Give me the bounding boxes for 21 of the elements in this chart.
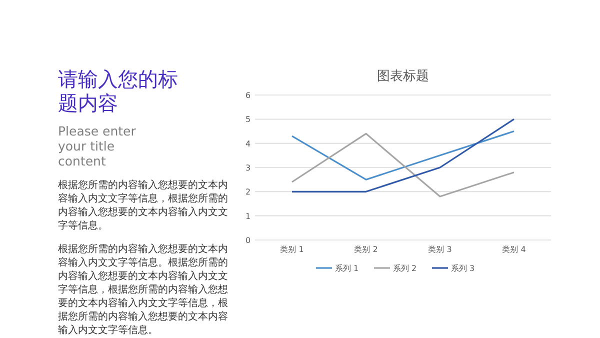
legend-label: 系列 1	[335, 264, 359, 273]
y-tick-label: 1	[245, 212, 251, 221]
line-series	[291, 130, 515, 180]
x-tick-label: 类别 3	[428, 245, 452, 254]
y-tick-label: 0	[245, 236, 251, 245]
x-tick-label: 类别 1	[280, 245, 304, 254]
text: 根据您所需的内容输入您想要的文本内容输入内文文字等信息。根据您所需的内容输入您想要的文本内容输入内文文字等信息，根据您所需的内容输入您想要的文本内容输入内文文字等信息，根据您所需的内容输入您想要的文本内容输入内文文字等信息。	[58, 243, 228, 336]
legend-label: 系列 2	[393, 264, 417, 273]
y-tick-label: 4	[245, 139, 251, 148]
x-tick-label: 类别 2	[354, 245, 378, 254]
text: 请输入您的标题内容	[58, 67, 178, 115]
y-tick-label: 3	[245, 164, 251, 172]
chart-title: 图表标题	[377, 69, 429, 84]
y-tick-label: 5	[245, 115, 251, 124]
text: 根据您所需的内容输入您想要的文本内容输入内文文字等信息，根据您所需的内容输入您想要的文本内容输入内文文字等信息。	[58, 179, 228, 232]
y-tick-label: 6	[245, 91, 251, 100]
line-series	[291, 132, 515, 198]
y-tick-label: 2	[245, 188, 251, 197]
x-tick-label: 类别 4	[502, 245, 526, 254]
text: Please enter your title content	[58, 123, 137, 168]
legend-label: 系列 3	[451, 264, 475, 273]
